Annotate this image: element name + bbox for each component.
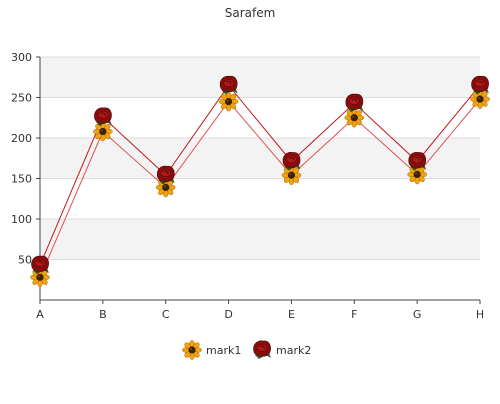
legend: mark1 mark2 <box>181 339 311 361</box>
grid-band <box>40 97 480 138</box>
grid-band <box>40 178 480 219</box>
grid-band <box>40 259 480 300</box>
data-point-mark1 <box>218 91 239 112</box>
y-tick-label: 300 <box>11 51 32 64</box>
legend-marker-mark2 <box>253 340 272 360</box>
grid-band <box>40 219 480 260</box>
x-tick-label: F <box>351 308 357 321</box>
x-tick-label: H <box>476 308 484 321</box>
x-tick-label: E <box>288 308 295 321</box>
data-point-mark1 <box>92 121 113 142</box>
y-tick-label: 200 <box>11 132 32 145</box>
legend-label-mark1: mark1 <box>206 344 241 357</box>
x-axis-ticks: A B C D E F G H <box>36 300 484 321</box>
x-tick-label: A <box>36 308 44 321</box>
y-tick-label: 250 <box>11 92 32 105</box>
y-tick-label: 150 <box>11 173 32 186</box>
y-tick-label: 50 <box>18 254 32 267</box>
x-tick-label: B <box>99 308 107 321</box>
series-line-mark1 <box>39 98 481 278</box>
y-axis-ticks: 50 100 150 200 250 300 <box>11 51 40 267</box>
grid-bands <box>40 57 480 300</box>
legend-label-mark2: mark2 <box>276 344 311 357</box>
series-lines <box>39 84 481 278</box>
data-point-mark1 <box>344 107 365 128</box>
legend-marker-mark1 <box>181 339 203 361</box>
y-tick-label: 100 <box>11 213 32 226</box>
series-line-mark2 <box>39 84 481 266</box>
grid-band <box>40 138 480 179</box>
x-tick-label: D <box>224 308 232 321</box>
grid-band <box>40 57 480 98</box>
x-tick-label: C <box>162 308 170 321</box>
chart-title: Sarafem <box>225 6 276 20</box>
x-tick-label: G <box>413 308 422 321</box>
